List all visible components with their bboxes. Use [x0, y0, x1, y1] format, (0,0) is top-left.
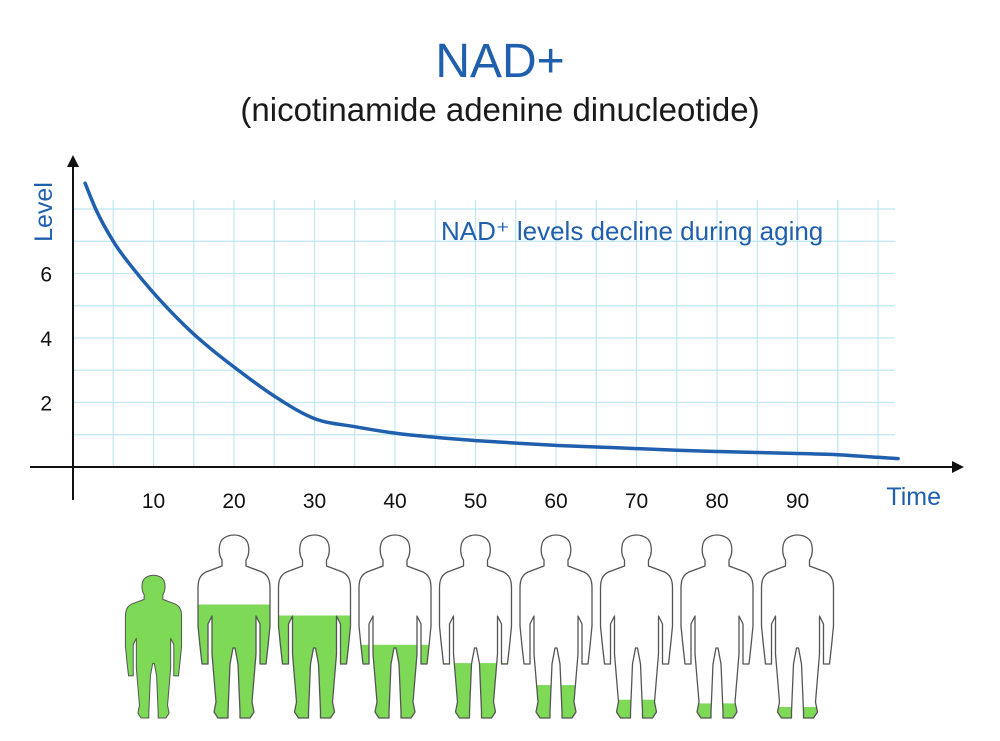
figures-row — [124, 534, 835, 719]
nad-fill-level — [278, 615, 351, 718]
nad-fill-level — [520, 685, 592, 718]
y-tick-label: 4 — [40, 328, 52, 351]
x-tick-label: 70 — [625, 490, 648, 513]
nad-fill-level — [600, 699, 673, 718]
figure-outline — [358, 534, 432, 719]
nad-fill-level — [359, 644, 431, 718]
human-figure — [760, 534, 835, 719]
figure-outline — [277, 534, 352, 719]
figure-outline — [760, 534, 835, 719]
figure-outline — [519, 534, 593, 719]
figure-outline — [197, 534, 271, 719]
series-layer — [83, 181, 900, 461]
x-tick-label: 20 — [222, 490, 245, 513]
nad-fill-level — [439, 663, 512, 718]
nad-fill-level — [761, 707, 834, 718]
y-axis-label: Level — [30, 182, 58, 242]
figure-outline — [680, 534, 754, 719]
x-axis-label: Time — [886, 483, 941, 511]
figure-outline — [438, 534, 513, 719]
figure-outline — [124, 574, 183, 719]
x-tick-label: 30 — [303, 490, 326, 513]
y-tick-label: 6 — [40, 264, 52, 287]
chart-subtitle: (nicotinamide adenine dinucleotide) — [240, 91, 760, 128]
human-figure — [358, 534, 432, 719]
x-tick-label: 80 — [705, 490, 728, 513]
grid — [73, 200, 895, 467]
x-tick-label: 10 — [142, 490, 165, 513]
chart-title: NAD+ — [435, 35, 565, 88]
nad-fill-level — [198, 604, 270, 718]
human-figure — [124, 574, 183, 719]
human-figure — [680, 534, 754, 719]
human-figure — [599, 534, 674, 719]
human-figure — [197, 534, 271, 719]
x-tick-label: 40 — [383, 490, 406, 513]
human-figure — [519, 534, 593, 719]
x-tick-label: 50 — [464, 490, 487, 513]
human-figure — [438, 534, 513, 719]
nad-fill-level — [681, 703, 753, 718]
figure-outline — [599, 534, 674, 719]
x-tick-label: 60 — [544, 490, 567, 513]
series-line-0 — [83, 181, 900, 461]
y-tick-label: 2 — [40, 393, 52, 416]
labels-layer: 10 20 30 40 50 60 70 80 90 2 4 6 Time Level NAD⁺ level… — [30, 182, 941, 513]
x-tick-label: 90 — [786, 490, 809, 513]
nad-fill-level — [125, 575, 182, 718]
axes — [30, 155, 964, 500]
human-figure — [277, 534, 352, 719]
chart-annotation: NAD⁺ levels decline during aging — [441, 216, 823, 246]
